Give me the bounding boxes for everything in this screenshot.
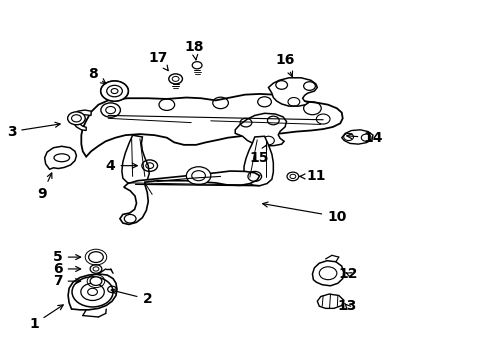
Text: 14: 14 [347, 131, 383, 145]
Text: 2: 2 [111, 289, 152, 306]
Polygon shape [313, 261, 343, 286]
Text: 11: 11 [300, 170, 325, 183]
Text: 16: 16 [275, 53, 295, 77]
Text: 8: 8 [88, 67, 106, 84]
Polygon shape [244, 136, 273, 186]
Polygon shape [122, 135, 149, 184]
Polygon shape [235, 113, 287, 146]
Circle shape [90, 277, 102, 285]
Text: 6: 6 [53, 262, 81, 276]
Circle shape [101, 81, 128, 101]
Text: 5: 5 [53, 250, 81, 264]
Circle shape [89, 252, 103, 262]
Polygon shape [120, 171, 260, 225]
Circle shape [186, 167, 211, 185]
Text: 13: 13 [337, 298, 356, 312]
Text: 10: 10 [263, 202, 346, 224]
Text: 4: 4 [106, 159, 137, 173]
Polygon shape [318, 294, 343, 309]
Text: 9: 9 [37, 173, 52, 201]
Polygon shape [45, 146, 76, 169]
Polygon shape [81, 94, 343, 157]
Polygon shape [269, 78, 318, 106]
Circle shape [68, 112, 85, 125]
Text: 7: 7 [53, 274, 81, 288]
Text: 3: 3 [7, 122, 60, 139]
Polygon shape [72, 110, 91, 131]
Text: 15: 15 [250, 145, 270, 166]
Text: 17: 17 [149, 51, 168, 71]
Text: 12: 12 [339, 267, 358, 281]
Text: 1: 1 [29, 305, 63, 331]
Polygon shape [68, 274, 117, 310]
Text: 18: 18 [184, 40, 204, 60]
Polygon shape [342, 130, 373, 144]
